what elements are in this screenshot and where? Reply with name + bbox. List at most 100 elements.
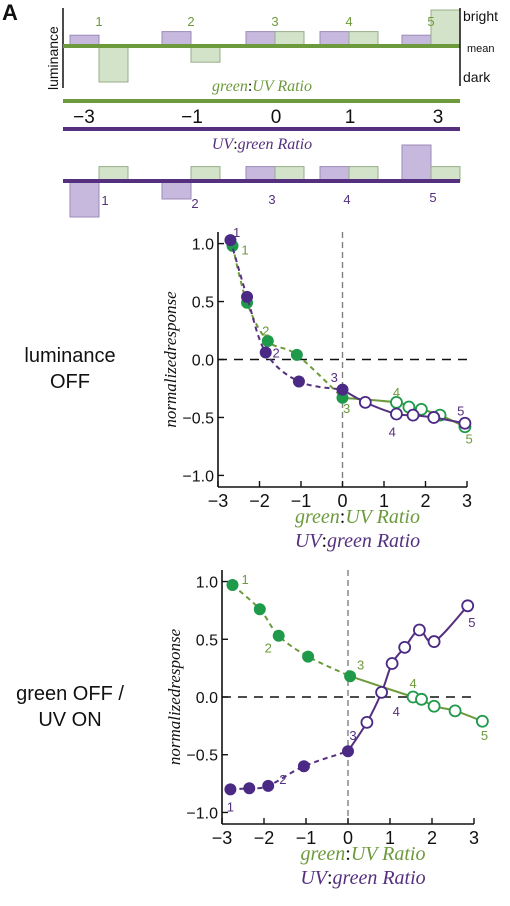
x-tick-label: 2: [420, 491, 430, 511]
y-tick-label: 1.0: [196, 575, 218, 592]
green-point-label: 3: [357, 658, 364, 673]
xlabel_green-colon: :: [340, 506, 346, 528]
green-point-label: 5: [481, 728, 488, 743]
ratio-tick-label: 3: [433, 107, 444, 128]
purple-open-point: [385, 657, 399, 670]
green-open-point: [427, 699, 441, 713]
green-uv-ratio-colon: :: [248, 78, 252, 95]
plot-green-off-uv-on: 1.0 0.5 0.0 −0.5 −1.0 −3 −2 −1 0 1 2 3 normalizedres…: [165, 570, 489, 889]
xlabel-uv: UV:green Ratio: [300, 867, 425, 889]
stimulus-green-bar: [98, 45, 129, 83]
ratio-tick-label: 0: [271, 107, 282, 128]
xlabel-green: green:UV Ratio: [301, 843, 426, 865]
uv-green-ratio-colon: :: [233, 136, 237, 153]
luminance-axis-label: luminance: [45, 26, 61, 90]
purple-open-point: [360, 716, 374, 729]
purple-open-point: [427, 411, 441, 424]
stimulus-uv-bar: [69, 180, 100, 218]
x-tick-label: −3: [208, 491, 229, 511]
x-tick-label: 0: [337, 491, 347, 511]
y-tick-label: −0.5: [182, 410, 214, 427]
stimulus-uv-bar: [245, 166, 276, 182]
stimulus-label: 2: [191, 196, 198, 211]
green-fit-dashed: [231, 245, 344, 399]
stimulus-label: 4: [345, 14, 352, 29]
xlabel_uv-b: green Ratio: [327, 530, 420, 552]
x-tick-label: 0: [343, 828, 353, 848]
uv-green-ratio-label: UV:green Ratio: [212, 136, 312, 153]
xlabel_green-a: green: [295, 506, 340, 528]
stimulus-uv-bar: [161, 180, 192, 200]
xlabel_uv-colon: :: [327, 867, 333, 889]
y-tick-label: −1.0: [186, 805, 218, 822]
stimulus-green-bar: [430, 9, 461, 47]
x-tick-label: 2: [427, 828, 437, 848]
y-axis-label: normalizedresponse: [165, 628, 184, 765]
x-tick-label: −1: [291, 491, 312, 511]
stimulus-uv-bar: [161, 31, 192, 47]
stimulus-green-bar: [98, 166, 129, 182]
stimulus-uv-bar: [401, 144, 432, 182]
purple-open-point: [406, 408, 420, 422]
row-label-green-off-line1: green OFF /: [16, 683, 124, 705]
y-tick-label: 0.0: [196, 690, 218, 707]
stimulus-label: 5: [429, 190, 436, 205]
xlabel-green: green:UV Ratio: [295, 506, 420, 528]
stimulus-label: 1: [101, 193, 108, 208]
stimulus-green-bar: [190, 166, 221, 182]
xlabel-uv: UV:green Ratio: [295, 530, 420, 552]
purple-filled-point: [243, 782, 256, 795]
green-filled-point: [344, 670, 357, 683]
stimulus-green-bar: [430, 166, 461, 182]
uv-green-ratio-a: UV: [212, 136, 236, 153]
green-filled-point: [253, 603, 266, 616]
xlabel_uv-colon: :: [321, 530, 327, 552]
ratio-tick-label: −3: [73, 107, 95, 128]
ratio-tick-label: 1: [345, 107, 356, 128]
green-uv-ratio-a: green: [212, 78, 248, 95]
purple-open-point: [390, 407, 403, 421]
purple-point-label: 4: [389, 424, 396, 439]
purple-open-point: [461, 599, 475, 613]
green-filled-point: [302, 650, 315, 663]
x-tick-label: −1: [296, 828, 317, 848]
y-tick-label: 0.5: [192, 295, 214, 312]
plot-luminance-off: 1.0 0.5 0.0 −0.5 −1.0 −3 −2 −1 0 1 2 3 normalizedres…: [161, 225, 473, 552]
y-tick-label: −1.0: [182, 468, 214, 485]
purple-filled-point: [259, 346, 272, 359]
green-uv-ratio-label: green:UV Ratio: [212, 78, 312, 95]
x-tick-label: −3: [212, 828, 233, 848]
panel-label: A: [2, 0, 18, 25]
xlabel_green-a: green: [301, 843, 346, 865]
stimulus-label: 5: [427, 14, 434, 29]
purple-point-label: 1: [227, 800, 234, 815]
xlabel_uv-a: UV: [295, 530, 324, 552]
green-point-label: 4: [393, 385, 400, 400]
y-tick-label: 0.5: [196, 632, 218, 649]
purple-open-point: [458, 416, 472, 430]
stimulus-label: 3: [268, 192, 275, 207]
y-tick-label: −0.5: [186, 748, 218, 765]
green-fit-dashed: [231, 584, 351, 678]
y-tick-label: 0.0: [192, 353, 214, 370]
stimulus-uv-bar: [319, 31, 350, 47]
green-filled-point: [272, 629, 285, 642]
purple-filled-point: [262, 779, 275, 792]
purple-filled-point: [241, 290, 254, 303]
purple-filled-point: [292, 375, 305, 388]
purple-filled-point: [342, 745, 354, 758]
green-open-point: [415, 692, 428, 706]
y-tick-label: 1.0: [192, 237, 214, 254]
purple-filled-point: [297, 760, 310, 773]
row-label-luminance-off-line2: OFF: [50, 371, 90, 393]
green-point-label: 3: [343, 401, 350, 416]
green-point-label: 2: [262, 324, 269, 339]
row-label-green-off-line2: UV ON: [38, 709, 102, 731]
x-tick-label: 3: [469, 828, 479, 848]
x-tick-label: 1: [385, 828, 395, 848]
purple-open-point: [412, 623, 426, 637]
purple-point-label: 2: [272, 346, 279, 361]
green-filled-point: [226, 579, 239, 592]
